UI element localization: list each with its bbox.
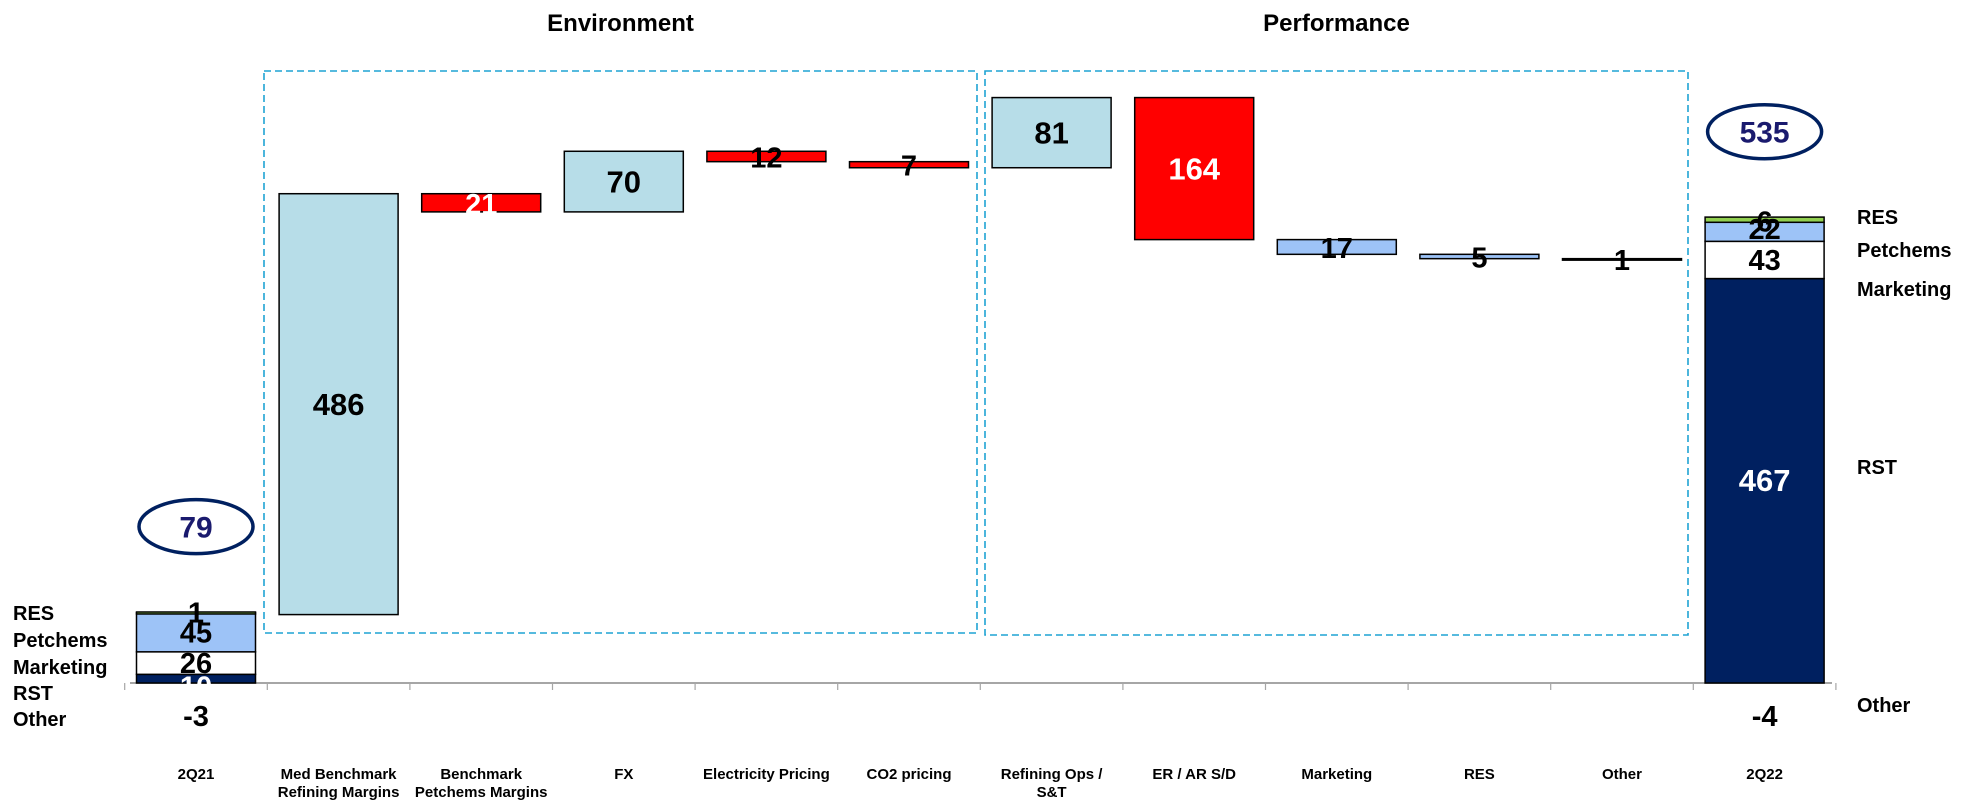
stack-label-petchems: 45 (180, 617, 212, 649)
change-label-8: 17 (1321, 233, 1353, 265)
category-label-line: Electricity Pricing (703, 766, 830, 783)
category-label-5: Electricity Pricing (703, 766, 830, 783)
change-label-2: 21 (465, 189, 497, 221)
group-title-performance: Performance (1263, 10, 1410, 37)
category-labels: 2Q21 Med Benchmark Refining Margins Benchma… (178, 766, 1783, 800)
category-label-line: ER / AR S/D (1152, 766, 1236, 783)
category-label-line: S&T (1037, 784, 1067, 800)
right-legend-petchems: Petchems (1857, 240, 1952, 262)
stack-segment-res (1704, 216, 1825, 224)
change-bar-7 (1133, 96, 1255, 241)
right-legend-res: RES (1857, 207, 1898, 229)
change-bar-3 (563, 150, 685, 213)
change-label-1: 486 (313, 387, 365, 422)
total-label: 535 (1740, 117, 1790, 150)
total-oval (1705, 102, 1824, 161)
left-legend-other: Other (13, 709, 67, 731)
right-legend-marketing: Marketing (1857, 279, 1951, 301)
change-bar-9 (1419, 253, 1540, 260)
group-box-performance (984, 70, 1689, 636)
change-bar-5 (848, 160, 970, 169)
change-label-9: 5 (1471, 242, 1487, 274)
category-label-12: 2Q22 (1746, 766, 1783, 783)
group-boxes: Environment Performance (263, 10, 1689, 636)
category-label-line: Petchems Margins (415, 784, 548, 800)
bars (135, 96, 1825, 684)
change-bar-2 (420, 192, 542, 213)
change-bar-1 (278, 192, 399, 616)
left-legend-marketing: Marketing (13, 657, 107, 679)
stack-label-rst: 10 (180, 672, 212, 704)
group-box-environment (263, 70, 978, 634)
other-value-label: -3 (183, 701, 209, 733)
change-label-10: 1 (1614, 245, 1630, 277)
stack-label-petchems: 22 (1748, 214, 1780, 246)
left-legend-rst: RST (13, 683, 53, 705)
change-label-6: 81 (1034, 116, 1068, 151)
category-label-line: FX (614, 766, 633, 783)
category-label-line: Benchmark (440, 766, 522, 783)
category-label-line: Other (1602, 766, 1642, 783)
category-label-6: CO2 pricing (866, 766, 951, 783)
stack-label-rst: 467 (1739, 463, 1791, 498)
change-bar-4 (706, 150, 827, 163)
category-label-10: RES (1464, 766, 1495, 783)
change-label-5: 7 (901, 151, 917, 183)
category-label-1: 2Q21 (178, 766, 215, 783)
right-legend-rst: RST (1857, 457, 1897, 479)
category-label-line: 2Q22 (1746, 766, 1783, 783)
category-label-line: RES (1464, 766, 1495, 783)
change-bar-8 (1276, 238, 1398, 256)
category-label-2: Med Benchmark Refining Margins (278, 766, 400, 800)
left-legend-petchems: Petchems (13, 630, 108, 652)
change-label-7: 164 (1168, 152, 1220, 187)
change-label-3: 70 (607, 165, 641, 200)
category-label-line: Refining Margins (278, 784, 400, 800)
change-bar-10 (1561, 257, 1683, 261)
stack-segment-res (135, 611, 257, 615)
change-bar-6 (991, 96, 1112, 169)
category-label-3: Benchmark Petchems Margins (415, 766, 548, 800)
category-label-line: Refining Ops / (1001, 766, 1104, 783)
other-value-label: -4 (1752, 701, 1778, 733)
category-label-4: FX (614, 766, 633, 783)
category-label-8: ER / AR S/D (1152, 766, 1236, 783)
category-label-line: Marketing (1301, 766, 1372, 783)
category-label-7: Refining Ops / S&T (1001, 766, 1104, 800)
category-label-line: Med Benchmark (281, 766, 398, 783)
category-label-line: 2Q21 (178, 766, 215, 783)
category-label-line: CO2 pricing (866, 766, 951, 783)
stack-label-res: 6 (1757, 207, 1773, 239)
total-oval (137, 497, 255, 556)
right-legend-other: Other (1857, 695, 1911, 717)
total-label: 79 (179, 512, 212, 545)
legends: RES Petchems Marketing RST Other RES Petchems M… (13, 207, 1952, 731)
group-title-environment: Environment (547, 10, 694, 37)
change-label-4: 12 (750, 142, 782, 174)
left-legend-res: RES (13, 603, 54, 625)
stack-label-marketing: 43 (1748, 245, 1780, 277)
category-label-11: Other (1602, 766, 1642, 783)
category-label-9: Marketing (1301, 766, 1372, 783)
stack-label-marketing: 26 (180, 648, 212, 680)
stack-label-res: 1 (188, 597, 204, 629)
x-axis (124, 682, 1837, 690)
